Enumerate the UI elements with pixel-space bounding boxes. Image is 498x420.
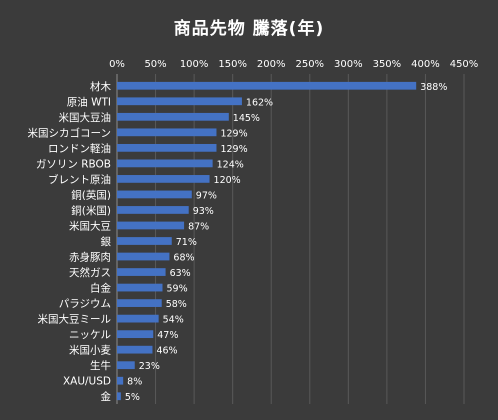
category-label: 天然ガス <box>69 266 111 279</box>
data-label: 47% <box>157 330 178 341</box>
data-label: 93% <box>193 206 214 217</box>
bar <box>117 221 185 230</box>
data-label: 23% <box>139 361 160 372</box>
data-label: 68% <box>173 253 194 264</box>
bar <box>117 330 154 339</box>
category-label: 金 <box>101 390 112 403</box>
category-label: 米国小麦 <box>69 344 111 357</box>
bar <box>117 299 162 307</box>
bar <box>117 81 417 90</box>
x-tick-label: 50% <box>144 59 166 70</box>
category-label: 赤身豚肉 <box>69 251 111 264</box>
bar <box>117 268 166 276</box>
category-label: XAU/USD <box>63 376 111 388</box>
data-label: 97% <box>196 190 217 201</box>
data-label: 124% <box>217 159 244 170</box>
data-label: 8% <box>127 377 142 388</box>
category-label: 銅(英国) <box>71 188 111 201</box>
x-tick-label: 300% <box>334 59 363 70</box>
bar <box>117 190 192 199</box>
category-label: 銀 <box>101 235 112 248</box>
data-label: 54% <box>163 315 184 326</box>
category-label: 米国大豆 <box>69 219 111 232</box>
x-tick-label: 200% <box>257 59 286 70</box>
category-label: 材木 <box>90 80 111 93</box>
category-label: ニッケル <box>69 329 111 341</box>
data-label: 5% <box>125 392 140 403</box>
category-label: 米国大豆油 <box>59 111 112 124</box>
category-label: 生牛 <box>90 359 111 372</box>
bar <box>117 237 172 245</box>
x-tick-label: 450% <box>450 59 479 70</box>
data-label: 58% <box>166 299 187 310</box>
category-label: ロンドン軽油 <box>48 142 111 155</box>
category-label: ブレント原油 <box>48 173 111 186</box>
bar <box>117 175 210 183</box>
x-tick-label: 350% <box>373 59 402 70</box>
data-label: 129% <box>220 128 247 139</box>
bar <box>117 112 229 121</box>
x-tick-label: 250% <box>295 59 324 70</box>
bar <box>117 392 121 401</box>
x-tick-label: 150% <box>218 59 247 70</box>
bar <box>117 283 163 292</box>
category-label: 銅(米国) <box>71 204 111 217</box>
bar <box>117 376 124 385</box>
category-label: パラジウム <box>59 298 111 310</box>
bar <box>117 128 217 137</box>
bar <box>117 143 217 152</box>
data-label: 71% <box>176 237 197 248</box>
category-label: 米国大豆ミール <box>38 313 112 326</box>
bar <box>117 345 153 354</box>
data-label: 145% <box>233 113 260 124</box>
data-label: 388% <box>420 82 447 93</box>
data-label: 129% <box>220 144 247 155</box>
category-label: 原油 WTI <box>67 95 111 108</box>
category-label: 米国シカゴコーン <box>28 126 111 139</box>
bar <box>117 206 189 214</box>
bar <box>117 361 135 370</box>
x-tick-label: 400% <box>411 59 440 70</box>
bar <box>117 314 159 323</box>
x-tick-label: 100% <box>180 59 209 70</box>
data-label: 59% <box>166 284 187 295</box>
chart-title: 商品先物 騰落(年) <box>173 19 325 39</box>
x-tick-label: 0% <box>109 59 125 70</box>
data-label: 162% <box>246 97 273 108</box>
data-label: 120% <box>214 175 241 186</box>
category-label: 白金 <box>90 282 111 295</box>
bar <box>117 97 242 106</box>
data-label: 46% <box>156 346 177 357</box>
data-label: 87% <box>188 221 209 232</box>
category-label: ガソリン RBOB <box>36 158 111 170</box>
bar <box>117 159 213 168</box>
bar <box>117 252 170 261</box>
data-label: 63% <box>170 268 191 279</box>
